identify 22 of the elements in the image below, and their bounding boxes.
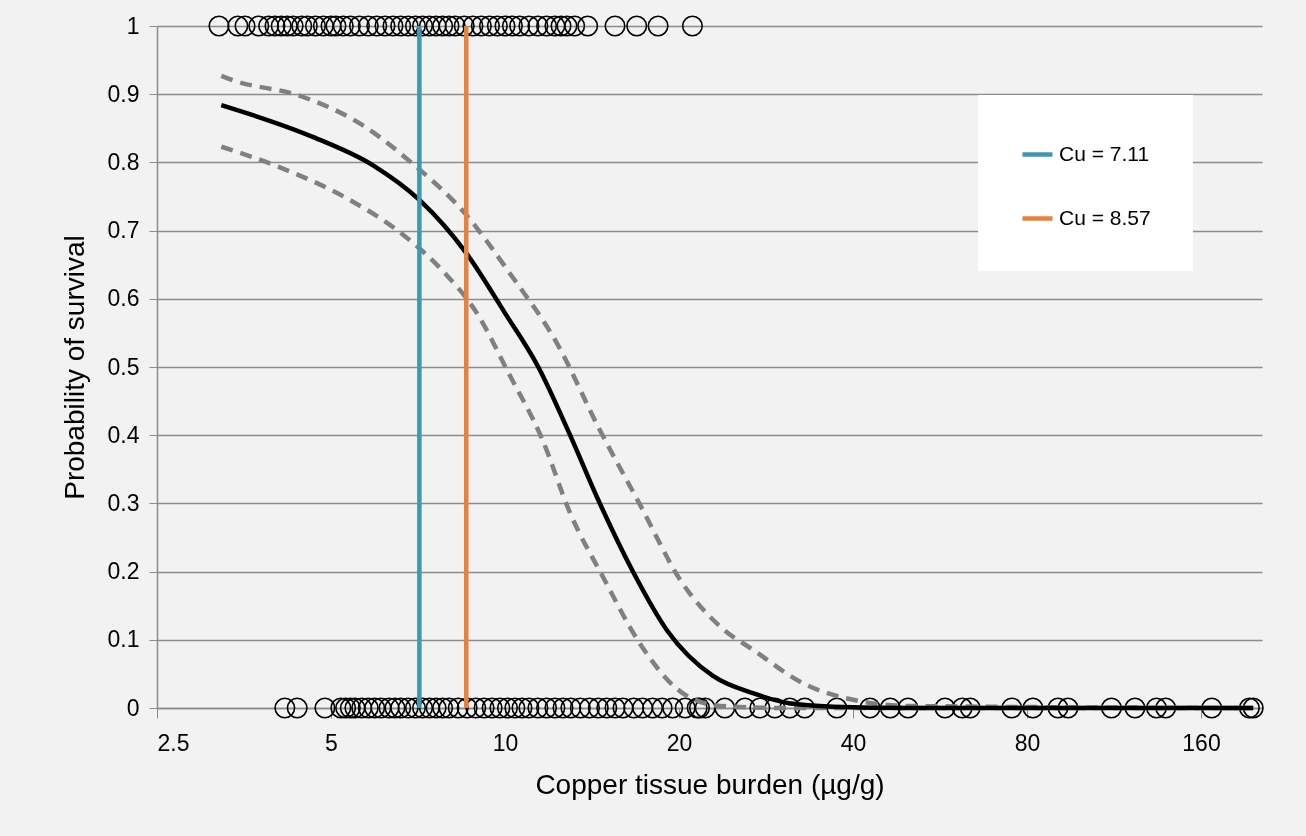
x-tick-label: 80 bbox=[1014, 729, 1041, 756]
x-tick-label: 20 bbox=[666, 729, 693, 756]
x-tick-label: 160 bbox=[1182, 729, 1221, 756]
legend-label: Cu = 7.11 bbox=[1059, 141, 1150, 165]
y-tick-label: 0.2 bbox=[107, 558, 140, 585]
y-tick-label: 0.5 bbox=[107, 353, 140, 380]
y-tick-label: 0.1 bbox=[107, 626, 140, 653]
y-tick-label: 0.7 bbox=[107, 217, 140, 244]
y-tick-label: 0.6 bbox=[107, 285, 140, 312]
y-tick-label: 0.8 bbox=[107, 148, 140, 175]
x-tick-label: 5 bbox=[325, 729, 338, 756]
y-tick-label: 0.4 bbox=[107, 421, 140, 448]
y-axis-title: Probability of survival bbox=[58, 235, 90, 500]
y-tick-label: 1 bbox=[126, 12, 140, 39]
x-tick-label: 2.5 bbox=[157, 729, 190, 756]
x-tick-label: 10 bbox=[492, 729, 519, 756]
legend-label: Cu = 8.57 bbox=[1059, 205, 1151, 229]
x-axis-title: Copper tissue burden (µg/g) bbox=[535, 768, 885, 800]
x-tick-label: 40 bbox=[840, 729, 867, 756]
y-tick-label: 0.9 bbox=[107, 80, 140, 107]
y-tick-label: 0.3 bbox=[107, 489, 140, 516]
y-tick-label: 0 bbox=[126, 694, 140, 721]
